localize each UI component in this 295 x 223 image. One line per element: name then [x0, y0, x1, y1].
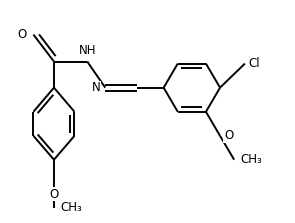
Text: O: O	[224, 129, 233, 142]
Text: O: O	[18, 28, 27, 41]
Text: CH₃: CH₃	[60, 201, 82, 214]
Text: CH₃: CH₃	[240, 153, 262, 166]
Text: O: O	[49, 188, 59, 201]
Text: Cl: Cl	[248, 57, 260, 70]
Text: N: N	[92, 81, 101, 94]
Text: NH: NH	[78, 44, 96, 57]
